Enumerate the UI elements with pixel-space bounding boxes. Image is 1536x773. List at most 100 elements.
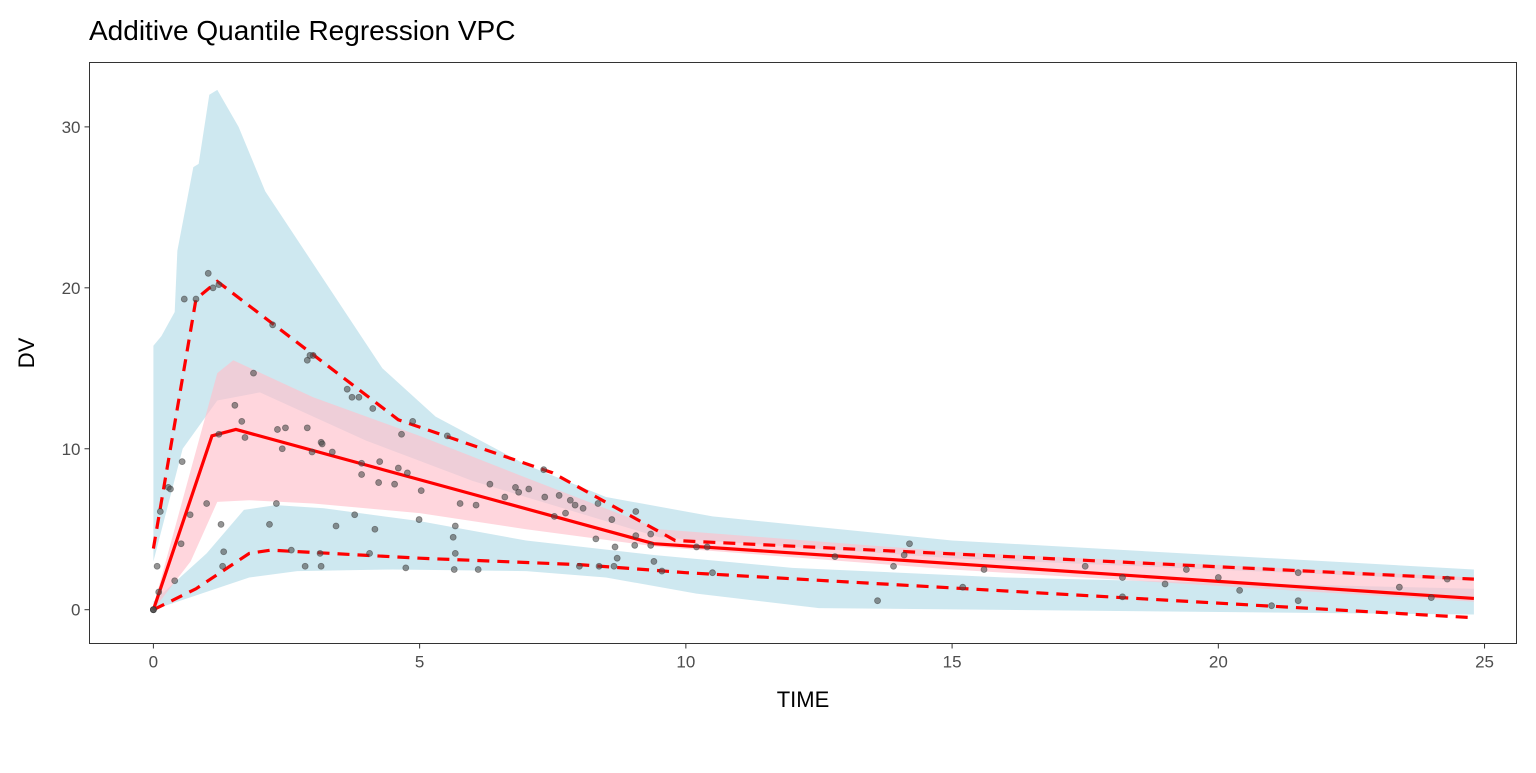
- observed-point: [316, 549, 324, 557]
- observed-point: [402, 564, 410, 572]
- observed-point: [358, 471, 365, 478]
- observed-point: [501, 493, 509, 501]
- band-median: [153, 360, 1474, 610]
- observed-point: [906, 540, 913, 548]
- x-tick-label: 5: [415, 653, 424, 672]
- observed-point: [874, 597, 881, 605]
- observed-point: [318, 440, 326, 448]
- observed-point: [515, 488, 523, 496]
- observed-point: [959, 583, 967, 591]
- observed-point: [156, 508, 164, 515]
- observed-point: [231, 401, 239, 409]
- observed-point: [204, 269, 212, 277]
- observed-point: [369, 405, 377, 412]
- observed-point: [178, 458, 186, 466]
- x-tick-label: 15: [943, 653, 962, 672]
- observed-point: [472, 501, 480, 509]
- observed-point: [177, 540, 185, 548]
- observed-point: [278, 445, 286, 453]
- observed-point: [595, 562, 603, 570]
- observed-point: [647, 530, 655, 538]
- observed-point: [1236, 586, 1244, 594]
- observed-point: [562, 509, 569, 517]
- observed-point: [355, 393, 363, 401]
- observed-point: [308, 448, 316, 456]
- observed-point: [167, 485, 174, 493]
- band-lower-percentile: [153, 505, 1474, 615]
- observed-points: [149, 269, 1451, 614]
- observed-point: [980, 566, 988, 573]
- observed-point: [398, 430, 405, 438]
- x-tick-label: 0: [149, 653, 158, 672]
- observed-point: [343, 385, 351, 393]
- observed-point: [449, 533, 457, 541]
- observed-point: [394, 464, 402, 472]
- chart-title: Additive Quantile Regression VPC: [89, 15, 515, 46]
- observed-point: [451, 549, 459, 557]
- observed-point: [456, 500, 464, 507]
- observed-point: [1182, 566, 1190, 573]
- y-tick-label: 0: [71, 601, 80, 620]
- observed-point: [238, 418, 246, 425]
- y-axis-label: DV: [14, 337, 39, 368]
- observed-point: [831, 553, 839, 560]
- observed-point: [203, 500, 211, 507]
- observed-point: [192, 295, 200, 303]
- observed-point: [540, 466, 548, 474]
- observed-point: [550, 512, 558, 520]
- observed-point: [1214, 574, 1222, 581]
- observed-point: [1294, 569, 1302, 577]
- observed-point: [317, 562, 325, 570]
- band-upper-percentile: [153, 89, 1474, 581]
- observed-point: [220, 548, 228, 556]
- x-axis-label: TIME: [777, 687, 830, 712]
- observed-point: [287, 546, 295, 554]
- observed-point: [269, 321, 277, 329]
- observed-point: [709, 569, 716, 577]
- observed-point: [376, 458, 384, 466]
- observed-point: [608, 516, 616, 523]
- observed-point: [450, 566, 458, 573]
- observed-point: [219, 562, 227, 570]
- observed-point: [403, 469, 411, 477]
- observed-point: [417, 487, 425, 495]
- x-tick-label: 20: [1209, 653, 1228, 672]
- y-tick-label: 10: [62, 440, 81, 459]
- percentile-lines: [151, 279, 1475, 620]
- observed-point: [358, 459, 365, 467]
- observed-point: [555, 492, 563, 499]
- observed-point: [611, 543, 619, 551]
- observed-point: [348, 393, 356, 401]
- x-tick-label: 10: [676, 653, 695, 672]
- observed-point: [366, 549, 373, 557]
- observed-point: [1395, 583, 1403, 591]
- observed-point: [1294, 597, 1302, 605]
- observed-point: [650, 558, 658, 565]
- observed-point: [566, 496, 574, 504]
- observed-point: [1081, 562, 1089, 570]
- observed-point: [890, 562, 897, 570]
- observed-point: [632, 532, 640, 540]
- observed-point: [594, 500, 602, 507]
- observed-point: [309, 352, 317, 359]
- observed-point: [415, 516, 423, 523]
- observed-point: [1268, 602, 1275, 610]
- observed-point: [900, 551, 908, 559]
- observed-point: [241, 434, 249, 441]
- observed-point: [525, 485, 533, 493]
- observed-point: [610, 562, 618, 570]
- observed-point: [647, 541, 655, 549]
- prediction-bands: [153, 89, 1474, 615]
- observed-point: [371, 525, 379, 533]
- observed-point: [215, 281, 223, 288]
- y-axis: 0 10 20 30: [62, 118, 90, 620]
- line-lower: [152, 548, 1474, 620]
- observed-point: [512, 483, 519, 491]
- panel-border: [89, 62, 1517, 644]
- observed-point: [328, 448, 336, 456]
- y-tick-label: 20: [62, 279, 81, 298]
- observed-point: [631, 541, 639, 549]
- observed-point: [180, 295, 188, 303]
- observed-point: [153, 562, 161, 570]
